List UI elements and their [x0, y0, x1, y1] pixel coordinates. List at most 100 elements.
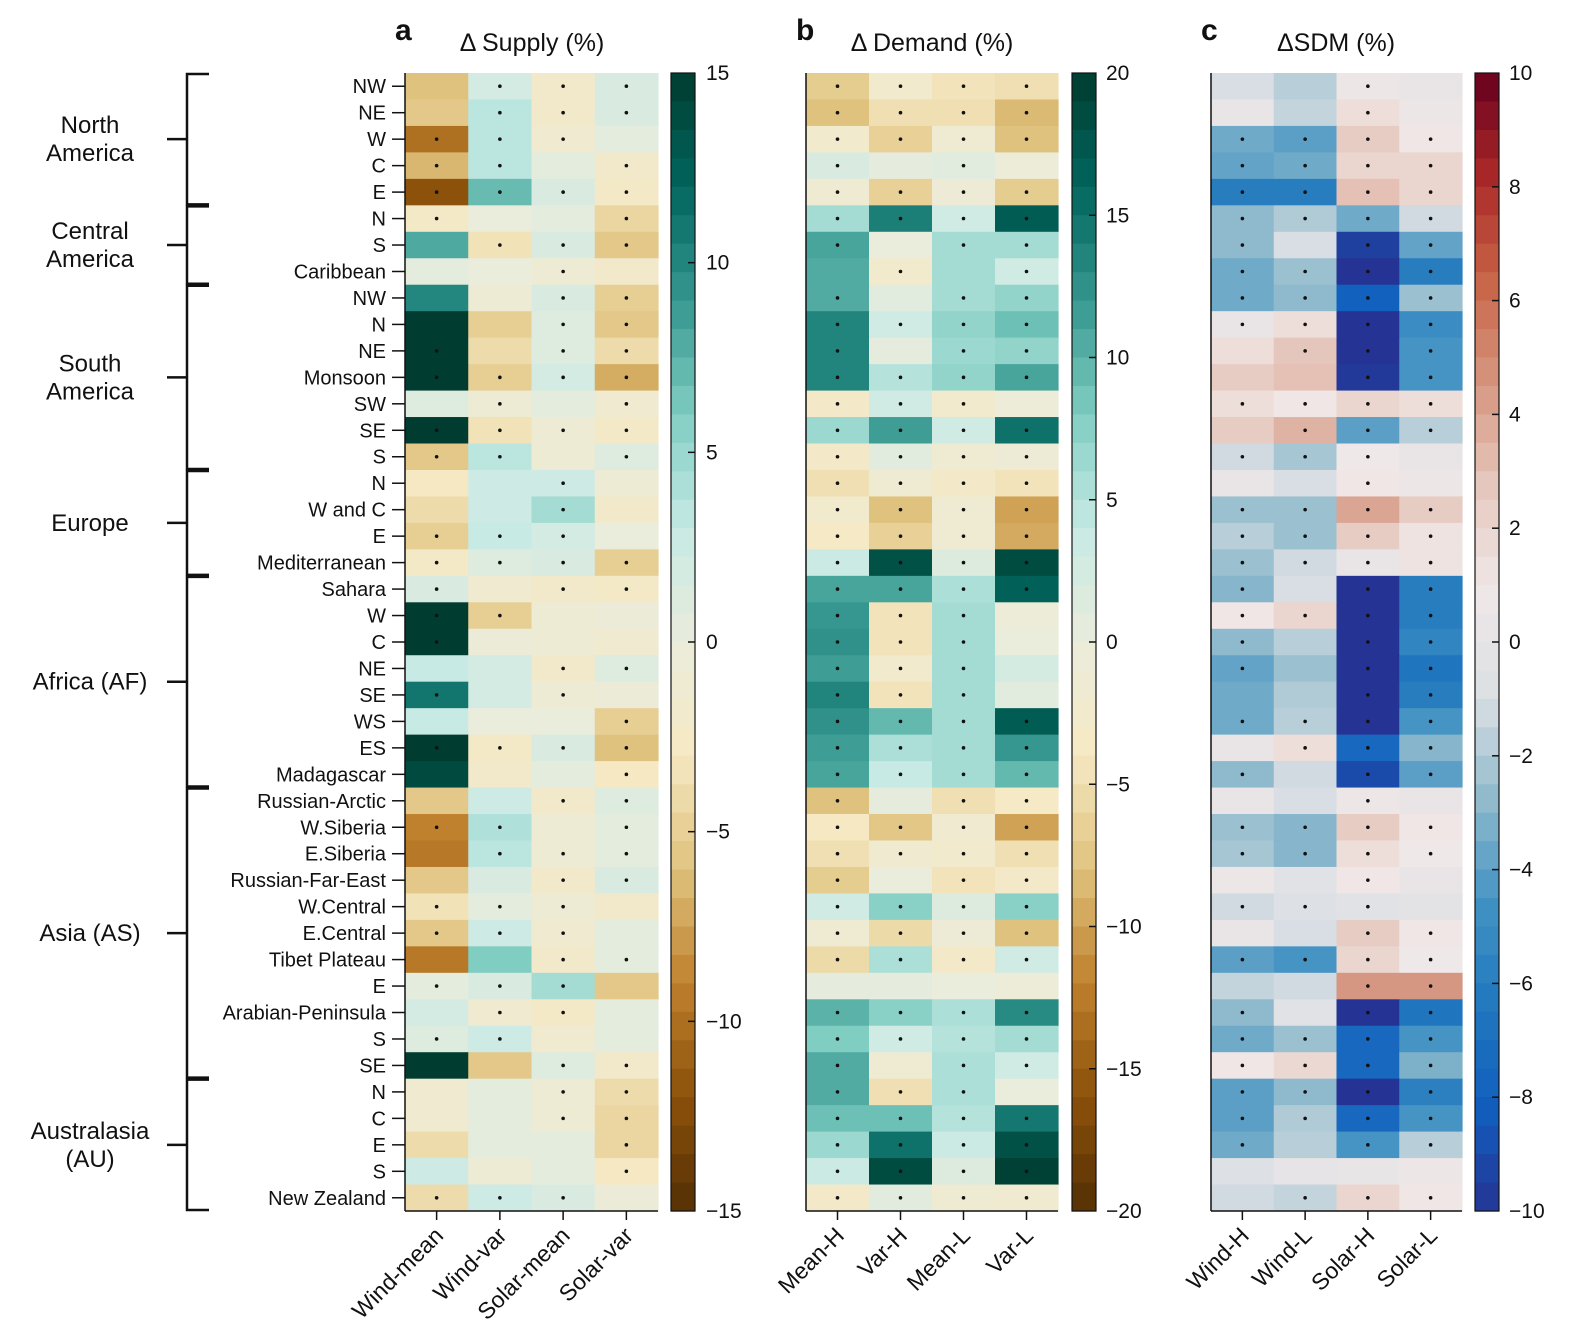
significance-dot: [961, 375, 966, 380]
row-label: N: [372, 314, 386, 336]
heatmap-cell: [1211, 1158, 1275, 1186]
heatmap-cell: [531, 708, 596, 736]
heatmap-cell: [869, 231, 933, 259]
heatmap-cell: [468, 337, 533, 365]
significance-dot: [624, 851, 629, 856]
heatmap-cell: [594, 496, 659, 524]
significance-dot: [1428, 693, 1433, 697]
heatmap-cell: [932, 972, 996, 1000]
significance-dot: [961, 825, 966, 830]
heatmap-cell: [468, 575, 533, 603]
significance-dot: [1024, 1195, 1029, 1200]
significance-dot: [1303, 428, 1307, 433]
row-label: W.Siberia: [300, 817, 386, 839]
significance-dot: [561, 243, 565, 247]
significance-dot: [1303, 1037, 1307, 1041]
significance-dot: [961, 534, 966, 538]
significance-dot: [1366, 481, 1370, 486]
significance-dot: [898, 1143, 903, 1147]
heatmap-cell: [1211, 99, 1275, 127]
significance-dot: [835, 931, 840, 935]
colorbar-tick-label: 6: [1509, 290, 1521, 313]
heatmap-cell: [468, 258, 533, 286]
significance-dot: [561, 428, 565, 433]
heatmap-cell: [594, 999, 659, 1027]
colorbar-segment: [1475, 784, 1499, 814]
row-label: S: [373, 1029, 386, 1051]
significance-dot: [434, 613, 439, 618]
heatmap-cell: [932, 258, 996, 286]
significance-dot: [1366, 1090, 1370, 1094]
significance-dot: [898, 560, 903, 565]
significance-dot: [835, 110, 840, 115]
row-label: N: [372, 209, 386, 231]
significance-dot: [561, 84, 565, 89]
significance-dot: [898, 402, 903, 406]
group-bracket: [185, 575, 209, 788]
significance-dot: [835, 719, 840, 724]
heatmap-cell: [405, 231, 469, 259]
significance-dot: [961, 296, 966, 300]
significance-dot: [1240, 719, 1245, 724]
row-label: S: [373, 447, 386, 469]
heatmap-cell: [1211, 417, 1275, 445]
significance-dot: [835, 1063, 840, 1068]
significance-dot: [1366, 693, 1370, 697]
group-bracket: [185, 284, 209, 471]
significance-dot: [561, 1195, 565, 1200]
significance-dot: [1428, 851, 1433, 856]
colorbar-tick-label: −5: [1106, 773, 1130, 796]
significance-dot: [835, 402, 840, 406]
row-label: Monsoon: [304, 367, 386, 389]
significance-dot: [1428, 269, 1433, 274]
colorbar-segment: [671, 215, 695, 245]
significance-dot: [624, 375, 629, 380]
row-label: NW: [353, 76, 386, 98]
group-label: Africa (AF): [33, 669, 148, 696]
significance-dot: [961, 190, 966, 194]
significance-dot: [961, 402, 966, 406]
heatmap-cell: [531, 443, 596, 471]
colorbar: 10 8 6 4 2 0 −2 −4 −6 −8 −10: [1474, 62, 1545, 1223]
group-label: America: [46, 246, 135, 273]
row-label: E.Central: [303, 923, 386, 945]
group-label: America: [46, 140, 135, 167]
significance-dot: [835, 243, 840, 247]
significance-dot: [561, 560, 565, 565]
significance-dot: [498, 746, 502, 750]
panel-title: Δ Demand (%): [851, 29, 1014, 57]
significance-dot: [434, 216, 439, 221]
significance-dot: [434, 534, 439, 538]
significance-dot: [1366, 349, 1370, 353]
significance-dot: [1366, 1143, 1370, 1147]
significance-dot: [498, 1037, 502, 1041]
colorbar-segment: [1475, 898, 1499, 928]
heatmap-cell: [1273, 364, 1338, 392]
colorbar-segment: [1072, 272, 1096, 302]
row-label: W.Central: [298, 897, 386, 919]
heatmap-cell: [594, 628, 659, 656]
significance-dot: [835, 349, 840, 353]
significance-dot: [1303, 296, 1307, 300]
heatmap-cell: [995, 390, 1059, 418]
significance-dot: [835, 1143, 840, 1147]
colorbar-segment: [1475, 585, 1499, 615]
colorbar-tick-label: 8: [1509, 176, 1521, 199]
significance-dot: [835, 1037, 840, 1041]
significance-dot: [961, 613, 966, 618]
significance-dot: [835, 507, 840, 512]
colorbar-segment: [1072, 869, 1096, 899]
significance-dot: [1366, 1116, 1370, 1121]
colorbar-segment: [1475, 869, 1499, 899]
significance-dot: [898, 1037, 903, 1041]
heatmap-cell: [468, 284, 533, 312]
significance-dot: [1366, 1195, 1370, 1200]
group-label: America: [46, 378, 135, 405]
colorbar-segment: [1475, 357, 1499, 387]
significance-dot: [624, 243, 629, 247]
significance-dot: [1366, 904, 1370, 909]
significance-dot: [1428, 402, 1433, 406]
significance-dot: [561, 1010, 565, 1015]
colorbar-segment: [671, 1125, 695, 1155]
heatmap-cell: [405, 1078, 469, 1106]
